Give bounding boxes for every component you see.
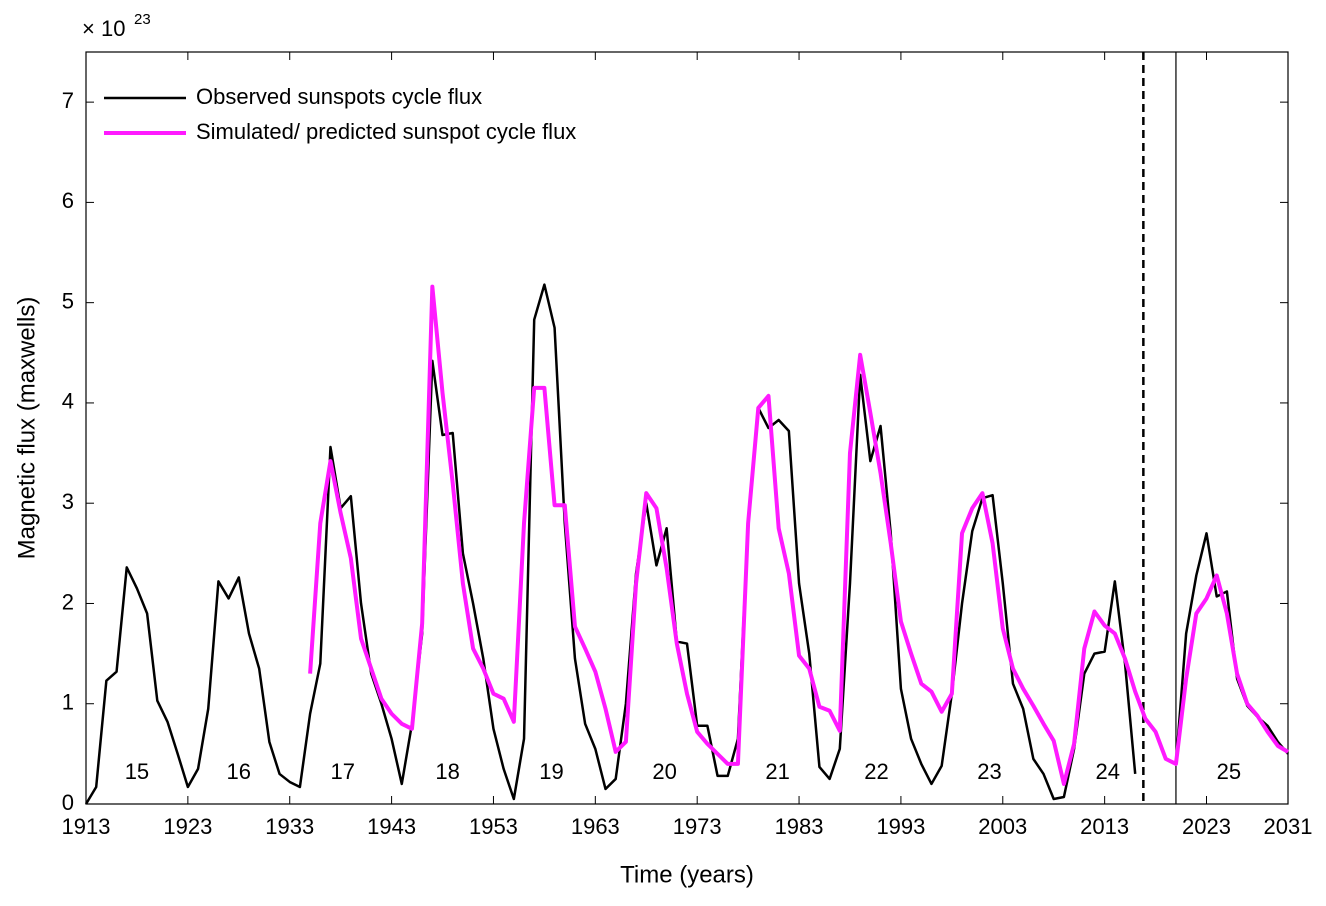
x-tick-label: 2003 [978, 814, 1027, 839]
cycle-label: 23 [977, 759, 1001, 784]
plot-frame [85, 51, 1289, 805]
y-tick-label: 1 [62, 690, 74, 715]
cycle-label: 15 [125, 759, 149, 784]
x-tick-label: 2023 [1182, 814, 1231, 839]
x-tick-label: 1923 [163, 814, 212, 839]
cycle-label: 20 [652, 759, 676, 784]
x-tick-label: 1913 [62, 814, 111, 839]
legend-label: Simulated/ predicted sunspot cycle flux [196, 119, 576, 144]
multiplier-exponent: 23 [134, 11, 151, 28]
cycle-label: 19 [539, 759, 563, 784]
cycle-label: 25 [1217, 759, 1241, 784]
multiplier: × 10 [82, 16, 125, 41]
y-tick-label: 2 [62, 589, 74, 614]
x-tick-label: 1933 [265, 814, 314, 839]
x-tick-label: 2013 [1080, 814, 1129, 839]
x-tick-label: 1963 [571, 814, 620, 839]
cycle-label: 21 [765, 759, 789, 784]
cycle-label: 24 [1095, 759, 1119, 784]
legend-label: Observed sunspots cycle flux [196, 84, 482, 109]
x-tick-label: 1943 [367, 814, 416, 839]
y-tick-label: 6 [62, 188, 74, 213]
x-axis-title: Time (years) [620, 861, 754, 888]
cycle-label: 16 [227, 759, 251, 784]
cycle-label: 18 [435, 759, 459, 784]
series-line [84, 283, 1289, 805]
y-tick-label: 0 [62, 790, 74, 815]
x-tick-label: 1993 [876, 814, 925, 839]
series-line [308, 284, 1290, 786]
y-tick-label: 4 [62, 389, 74, 414]
y-tick-label: 5 [62, 288, 74, 313]
x-tick-label: 1983 [775, 814, 824, 839]
y-tick-label: 3 [62, 489, 74, 514]
y-tick-label: 7 [62, 88, 74, 113]
x-tick-label: 1973 [673, 814, 722, 839]
cycle-label: 22 [864, 759, 888, 784]
cycle-label: 17 [330, 759, 354, 784]
x-tick-label: 1953 [469, 814, 518, 839]
x-tick-label: 2031 [1264, 814, 1313, 839]
y-axis-title: Magnetic flux (maxwells) [13, 297, 40, 560]
